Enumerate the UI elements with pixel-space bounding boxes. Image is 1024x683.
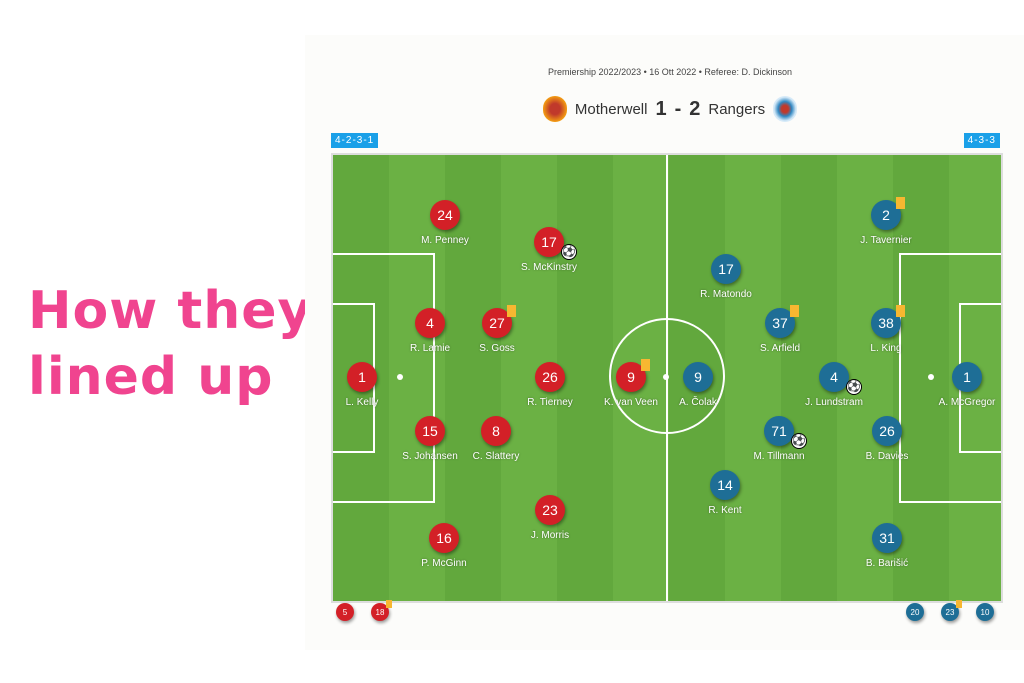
player-number: 26	[535, 362, 565, 392]
player-name: R. Tierney	[527, 397, 573, 408]
player-name: A. McGregor	[938, 397, 996, 408]
headline-line-1: How they	[28, 281, 313, 341]
player-number: 17	[711, 254, 741, 284]
player-number: 4	[819, 362, 849, 392]
yellow-card-icon	[507, 305, 516, 317]
player-name: M. Tillmann	[753, 451, 805, 462]
player-number: 9	[683, 362, 713, 392]
player-name: J. Morris	[530, 530, 570, 541]
player-number: 16	[429, 523, 459, 553]
home-team: Motherwell	[574, 100, 648, 118]
pitch-spot	[663, 374, 669, 380]
player-number: 24	[430, 200, 460, 230]
score-separator: -	[674, 97, 682, 120]
player-number: 8	[481, 416, 511, 446]
center-circle	[609, 318, 725, 434]
player-name: R. Matondo	[700, 289, 752, 300]
yellow-card-icon	[956, 600, 962, 608]
player-name: S. Arfield	[759, 343, 801, 354]
player-number: 15	[415, 416, 445, 446]
yellow-card-icon	[386, 600, 392, 608]
player-number: 71	[764, 416, 794, 446]
player-number: 26	[872, 416, 902, 446]
away-penalty-box	[899, 253, 1001, 503]
yellow-card-icon	[896, 197, 905, 209]
player-number: 10	[976, 603, 994, 621]
player-number: 14	[710, 470, 740, 500]
headline-line-2: lined up	[28, 347, 274, 407]
player-number: 1	[952, 362, 982, 392]
player-name: S. McKinstry	[520, 262, 578, 273]
player-name: S. Goss	[479, 343, 515, 354]
away-formation: 4-3-3	[963, 133, 1000, 148]
player-number: 23	[941, 603, 959, 621]
player-number: 5	[336, 603, 354, 621]
player-number: 31	[872, 523, 902, 553]
match-meta: Premiership 2022/2023 • 16 Ott 2022 • Re…	[548, 67, 792, 77]
rangers-crest-icon	[773, 96, 798, 122]
player-name: R. Lamie	[409, 343, 450, 354]
goal-ball-icon: ⚽	[846, 379, 862, 395]
scoreline: Motherwell 1 - 2 Rangers	[320, 96, 1020, 122]
player-name: C. Slattery	[472, 451, 520, 462]
player-name: A. Čolak	[679, 397, 717, 408]
player-name: M. Penney	[421, 235, 469, 246]
goal-ball-icon: ⚽	[791, 433, 807, 449]
home-penalty-box	[333, 253, 435, 503]
player-name: P. McGinn	[421, 558, 467, 569]
player-number: 18	[371, 603, 389, 621]
away-score: 2	[689, 97, 701, 120]
player-name: J. Lundstram	[805, 397, 863, 408]
player-name: K. van Veen	[604, 397, 658, 408]
away-team: Rangers	[708, 100, 766, 118]
player-number: 23	[535, 495, 565, 525]
player-name: B. Barišić	[865, 558, 909, 569]
yellow-card-icon	[641, 359, 650, 371]
pitch-spot	[397, 374, 403, 380]
player-name: S. Johansen	[402, 451, 458, 462]
yellow-card-icon	[896, 305, 905, 317]
yellow-card-icon	[790, 305, 799, 317]
player-number: 4	[415, 308, 445, 338]
headline: How they lined up	[28, 278, 312, 410]
player-name: R. Kent	[708, 505, 742, 516]
motherwell-crest-icon	[542, 96, 567, 122]
player-name: L. Kelly	[345, 397, 379, 408]
player-name: B. Davies	[865, 451, 909, 462]
player-number: 1	[347, 362, 377, 392]
pitch-spot	[928, 374, 934, 380]
goal-ball-icon: ⚽	[561, 244, 577, 260]
player-number: 17	[534, 227, 564, 257]
home-score: 1	[655, 97, 667, 120]
player-name: L. King	[870, 343, 902, 354]
home-formation: 4-2-3-1	[331, 133, 379, 148]
player-name: J. Tavernier	[860, 235, 912, 246]
player-number: 20	[906, 603, 924, 621]
